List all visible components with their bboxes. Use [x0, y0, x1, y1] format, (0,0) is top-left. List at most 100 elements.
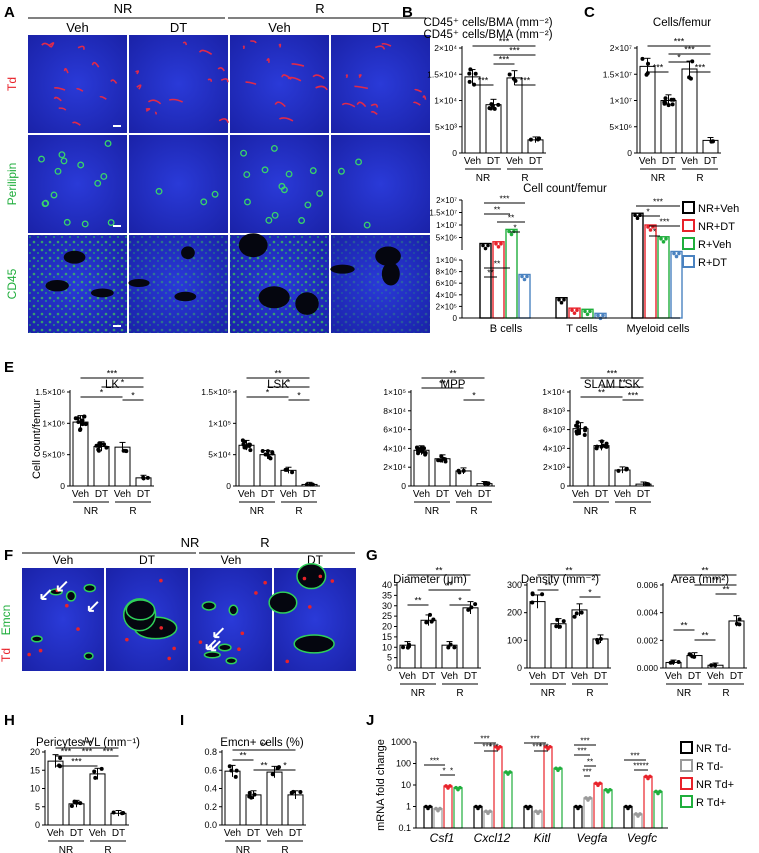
chart-b	[464, 67, 544, 154]
panel-f-col-label: DT	[139, 553, 156, 567]
x-tick-label: Veh	[114, 489, 131, 500]
group-label: R	[104, 845, 111, 853]
vessel	[228, 604, 239, 616]
y-tick-label: 2×10⁴	[383, 462, 406, 472]
perilipin-signal	[240, 149, 248, 157]
td-signal	[341, 102, 356, 108]
y-tick-label: 1.5×10⁷	[429, 209, 457, 218]
bar	[114, 446, 131, 487]
vessel	[203, 651, 221, 659]
data-point	[557, 297, 561, 302]
bar	[572, 428, 589, 487]
td-cell	[125, 637, 129, 642]
data-point	[604, 444, 609, 449]
td-signal	[217, 67, 225, 72]
legend-swatch	[682, 201, 695, 214]
y-tick-label: 15	[30, 765, 40, 775]
sig-label: ***	[684, 45, 695, 55]
legend-swatch	[680, 795, 693, 808]
td-signal	[91, 61, 100, 68]
panel-f-col-label: Veh	[53, 553, 74, 567]
micrograph-tile	[230, 135, 329, 233]
td-signal	[278, 43, 282, 48]
td-signal	[312, 74, 325, 80]
y-tick-label: 0	[401, 481, 406, 491]
data-point	[576, 428, 581, 433]
td-cell	[237, 647, 241, 652]
y-tick-label: 1×10⁵	[383, 387, 406, 397]
micrograph-tile	[190, 568, 272, 671]
data-point	[663, 100, 668, 105]
y-tick-label: 1.5×10⁵	[201, 387, 231, 397]
td-signal	[356, 101, 367, 108]
micrograph-tile	[106, 568, 188, 671]
data-point	[579, 610, 584, 615]
perilipin-signal	[355, 158, 363, 166]
sig-label: *	[266, 388, 270, 398]
y-tick-label: 1×10⁶	[42, 418, 65, 428]
data-point	[421, 446, 426, 451]
td-signal	[147, 99, 162, 105]
panel-f-group-nr: NR	[181, 535, 200, 550]
data-point	[574, 611, 579, 616]
perilipin-signal	[107, 219, 115, 226]
group-label: NR	[84, 506, 98, 517]
vessel	[293, 634, 335, 654]
data-point	[572, 614, 577, 619]
x-tick-label: Veh	[572, 489, 589, 500]
x-tick-label: Veh	[47, 828, 64, 839]
perilipin-signal	[100, 172, 108, 180]
bar	[631, 212, 644, 319]
y-tick-label: 0	[560, 481, 565, 491]
y-tick-label: 1000	[391, 737, 411, 747]
data-point	[676, 659, 681, 664]
td-cell	[240, 631, 245, 636]
data-point	[588, 796, 592, 800]
data-point	[595, 637, 600, 642]
cavity	[295, 292, 319, 315]
data-point	[737, 617, 742, 622]
td-cell	[330, 579, 335, 583]
micrograph-tile	[230, 233, 329, 333]
y-tick-label: 2×10³	[543, 462, 565, 472]
data-point	[583, 426, 588, 431]
y-tick-label: 0	[453, 314, 458, 323]
y-tick-label: 5×10⁶	[436, 234, 457, 243]
data-point	[452, 645, 457, 650]
data-point	[677, 251, 681, 256]
x-tick-label: DT	[303, 489, 316, 500]
panel-letter-f: F	[4, 547, 13, 564]
y-tick-label: 30	[382, 601, 392, 611]
sig-label: ***	[674, 37, 685, 47]
x-tick-label: DT	[704, 156, 717, 167]
x-tick-label: Veh	[665, 671, 682, 682]
sig-label: ***	[82, 739, 93, 749]
data-point	[554, 624, 559, 629]
sig-label: *	[588, 588, 592, 598]
sig-label: *	[677, 53, 681, 63]
bar	[266, 771, 283, 826]
data-point	[663, 96, 668, 101]
group-label: R	[521, 173, 528, 184]
data-point	[664, 236, 668, 241]
panel-letter-i: I	[180, 712, 184, 729]
group-label: NR	[236, 845, 250, 853]
cavity	[381, 262, 400, 286]
bar	[505, 228, 518, 319]
sig-label: **	[544, 581, 552, 591]
sig-label: **	[449, 369, 457, 379]
td-signal	[354, 85, 368, 90]
td-cell	[308, 605, 312, 609]
perilipin-signal	[155, 187, 163, 195]
td-signal	[110, 79, 118, 84]
td-signal	[287, 76, 302, 82]
bar	[670, 250, 683, 319]
y-tick-label: 1.5×10⁷	[603, 69, 632, 79]
td-signal	[58, 107, 67, 111]
micrograph-bg	[129, 135, 228, 233]
group-label: NR	[541, 688, 555, 699]
td-signal	[53, 96, 62, 102]
data-point	[522, 277, 527, 282]
panel-letter-c: C	[584, 4, 595, 21]
data-point	[123, 448, 128, 453]
